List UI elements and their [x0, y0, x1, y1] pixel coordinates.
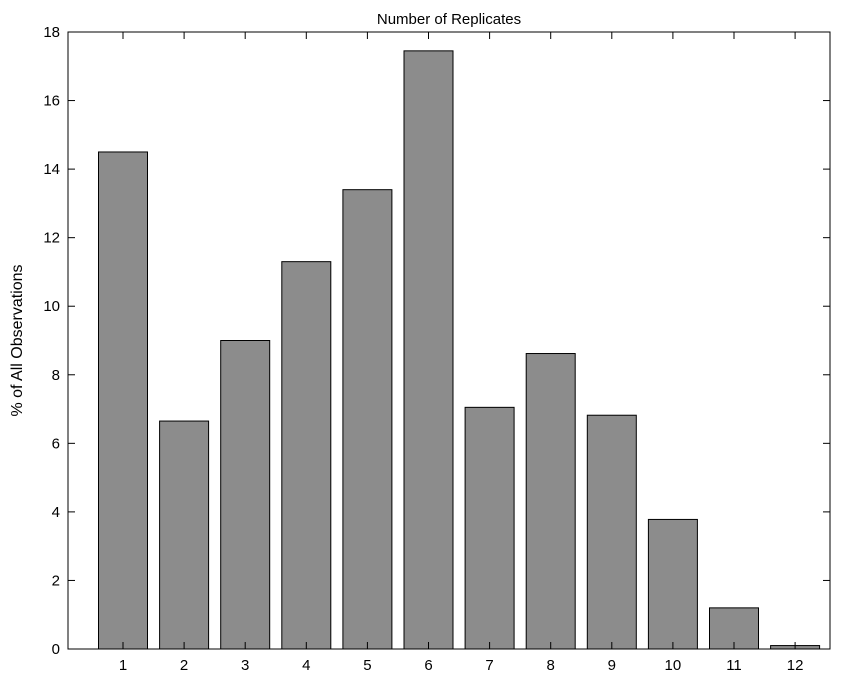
y-tick-label: 18	[43, 24, 60, 41]
y-tick-label: 4	[52, 504, 60, 521]
x-tick-label: 7	[485, 657, 493, 674]
y-tick-label: 16	[43, 93, 60, 110]
x-tick-label: 6	[424, 657, 432, 674]
chart-title: Number of Replicates	[377, 11, 521, 28]
y-tick-label: 14	[43, 161, 60, 178]
y-tick-label: 6	[52, 435, 60, 452]
x-axis-ticks: 1 2 3 4 5 6 7 8 9 10 11 12	[119, 32, 804, 674]
y-tick-label: 10	[43, 298, 60, 315]
bar-7	[464, 406, 515, 650]
bar-1	[98, 151, 148, 650]
bar-9	[586, 414, 637, 650]
x-tick-label: 4	[302, 657, 310, 674]
x-tick-label: 2	[180, 657, 188, 674]
bars-group	[98, 50, 821, 650]
x-tick-label: 11	[726, 657, 742, 674]
y-tick-label: 0	[52, 641, 60, 658]
bar-6	[403, 50, 454, 650]
bar-4	[281, 261, 332, 650]
y-tick-label: 2	[52, 572, 60, 589]
x-tick-label: 9	[608, 657, 616, 674]
bar-10	[647, 518, 698, 650]
bar-3	[220, 340, 271, 650]
bar-8	[525, 353, 576, 650]
y-tick-label: 8	[52, 367, 60, 384]
x-tick-label: 3	[241, 657, 249, 674]
y-axis-ticks: 0 2 4 6 8 10 12 14 16 18	[43, 24, 830, 658]
x-tick-label: 5	[363, 657, 371, 674]
y-tick-label: 12	[43, 230, 60, 247]
x-tick-label: 1	[119, 657, 127, 674]
y-axis-label: % of All Observations	[9, 264, 26, 416]
bar-5	[342, 189, 393, 650]
plot-frame	[67, 31, 831, 650]
x-tick-label: 8	[547, 657, 555, 674]
bar-2	[159, 420, 210, 650]
x-tick-label: 12	[787, 657, 804, 674]
x-tick-label: 10	[665, 657, 682, 674]
